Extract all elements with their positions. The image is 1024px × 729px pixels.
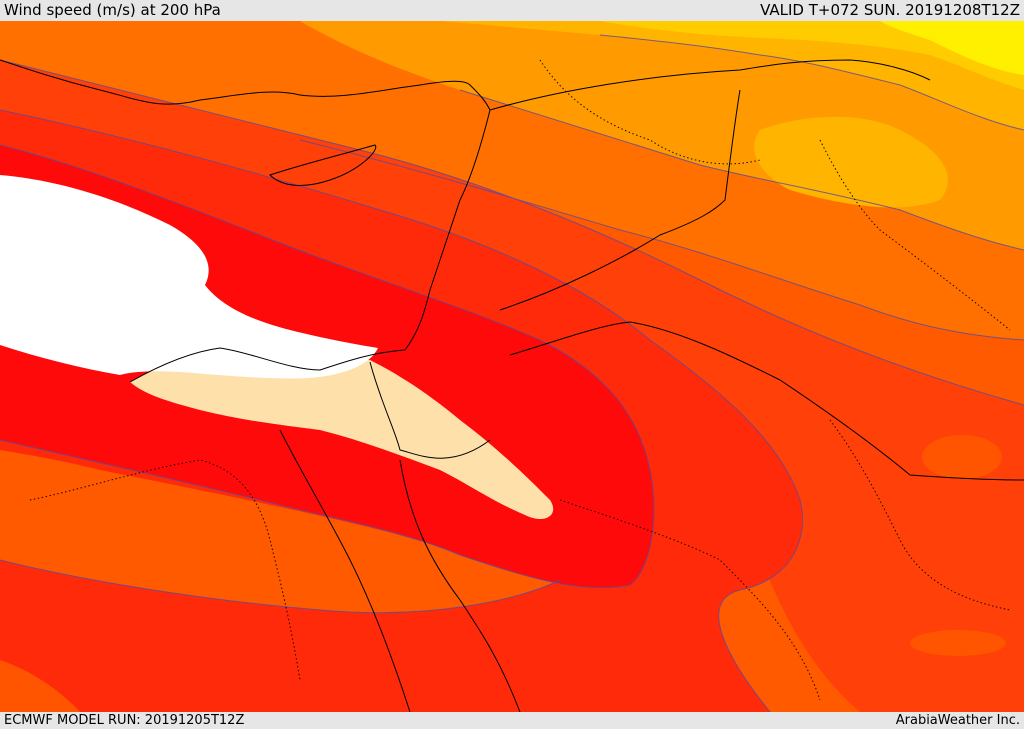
patch-orange-sw bbox=[0, 660, 80, 712]
map-title: Wind speed (m/s) at 200 hPa bbox=[4, 1, 221, 19]
border-dotted-5 bbox=[829, 419, 1011, 611]
coastline-red-sea bbox=[279, 429, 411, 712]
coastline-turkey bbox=[0, 59, 491, 111]
credit: ArabiaWeather Inc. bbox=[895, 713, 1020, 728]
band-very-light bbox=[130, 347, 554, 520]
patch-orange bbox=[922, 435, 1002, 479]
header-bar: Wind speed (m/s) at 200 hPa VALID T+072 … bbox=[0, 0, 1024, 21]
contour-6 bbox=[459, 89, 1024, 251]
border-dotted-3 bbox=[29, 459, 301, 681]
contour-5 bbox=[299, 139, 1024, 341]
coastline-cyprus bbox=[269, 144, 377, 186]
band-gold bbox=[600, 21, 1024, 90]
contour-2 bbox=[0, 109, 803, 712]
border-saudi-north bbox=[509, 321, 1024, 481]
patch-orange-south bbox=[910, 630, 1006, 656]
contour-3 bbox=[0, 144, 655, 589]
footer-bar: ECMWF MODEL RUN: 20191205T12Z ArabiaWeat… bbox=[0, 712, 1024, 729]
border-dotted-2 bbox=[819, 139, 1011, 331]
border-iraq bbox=[489, 59, 931, 111]
white-region bbox=[0, 175, 378, 379]
band-amber bbox=[440, 21, 1024, 130]
band-yellow bbox=[880, 21, 1024, 75]
border-jordan-saudi bbox=[499, 89, 741, 311]
contour-4 bbox=[0, 559, 561, 614]
valid-time: VALID T+072 SUN. 20191208T12Z bbox=[760, 1, 1020, 19]
coastline-egypt bbox=[129, 347, 406, 383]
border-dotted-1 bbox=[539, 59, 761, 165]
contour-7 bbox=[599, 34, 1024, 131]
border-sinai bbox=[369, 361, 491, 459]
coastline-levant bbox=[404, 109, 491, 351]
wind-speed-map bbox=[0, 21, 1024, 712]
band-amber-patch bbox=[754, 116, 948, 208]
coastline-red-sea-east bbox=[399, 459, 521, 712]
model-run: ECMWF MODEL RUN: 20191205T12Z bbox=[4, 713, 245, 728]
border-dotted-4 bbox=[559, 499, 821, 701]
